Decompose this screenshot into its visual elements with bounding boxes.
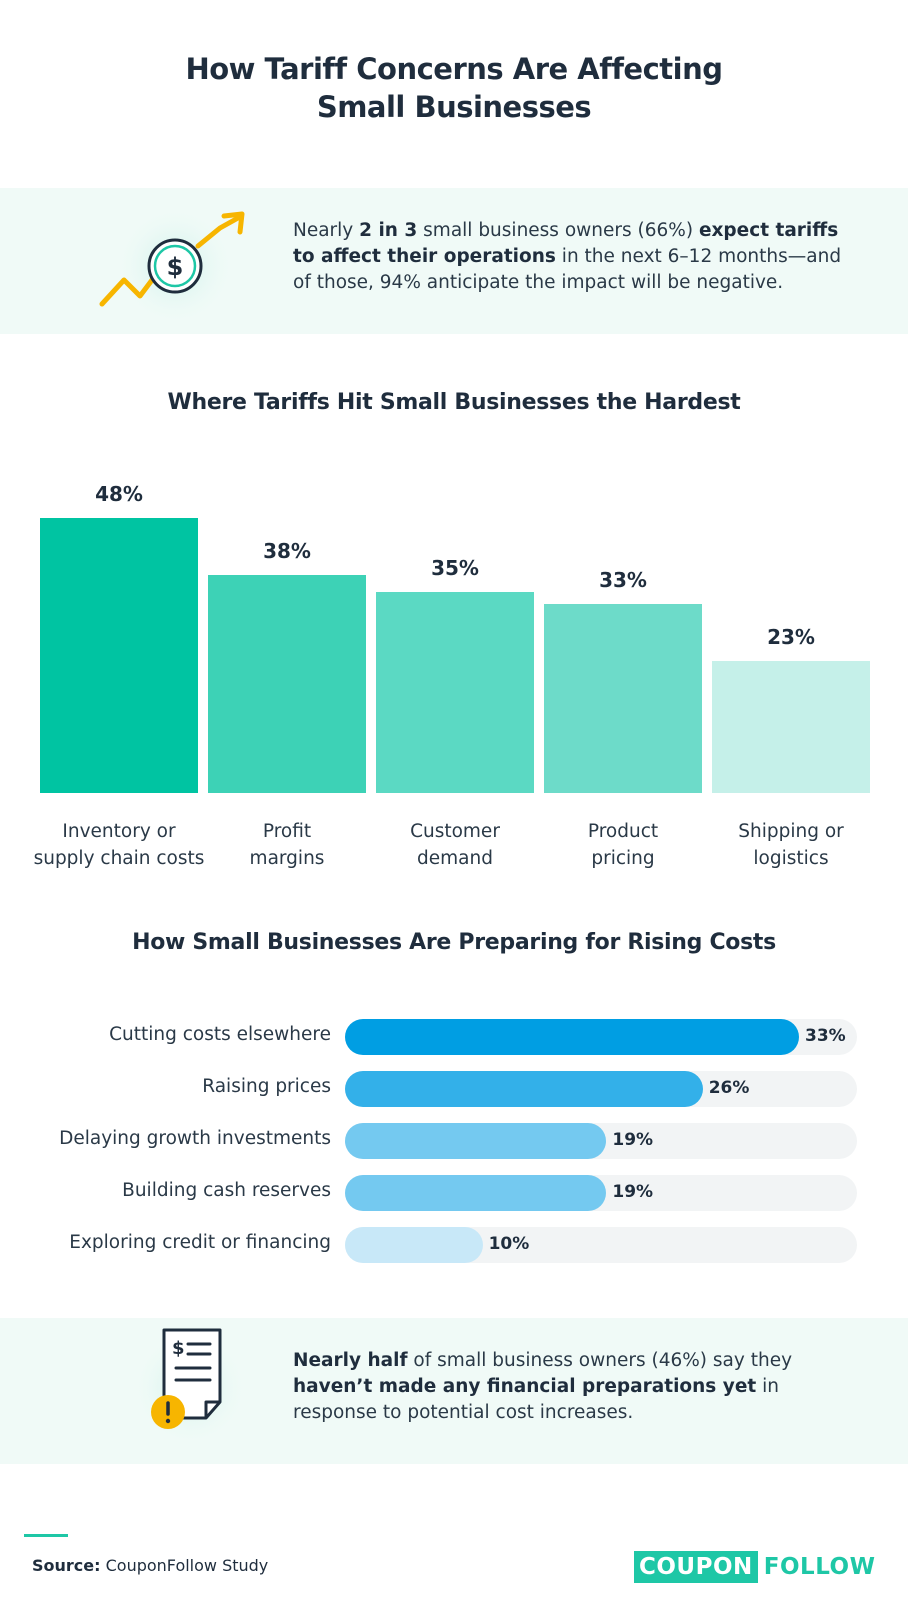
source-label: Source: (32, 1556, 101, 1575)
bar-value-label: 48% (95, 482, 143, 506)
hbar-5 (345, 1227, 483, 1263)
bottom-callout-part: in response to potential cost increases. (293, 1376, 779, 1423)
category-label-line: Inventory or (62, 821, 176, 842)
bar-3 (376, 592, 534, 793)
top-callout-emphasis: 2 in 3 (359, 220, 418, 241)
bar-category-label: Profit margins (198, 818, 376, 872)
hbar-category-label: Building cash reserves (122, 1180, 331, 1201)
category-label-line: Customer (410, 821, 500, 842)
hbar-value-label: 19% (612, 1130, 654, 1150)
category-label-line: Profit (262, 821, 312, 842)
logo-part-1: COUPON (634, 1551, 758, 1583)
bar-value-label: 33% (599, 567, 647, 592)
bottom-callout-text: Nearly half of small business owners (46… (293, 1348, 833, 1426)
category-label-line: supply chain costs (33, 848, 205, 869)
rising-dollar-icon: $ (99, 206, 245, 326)
category-label-line: demand (417, 848, 493, 869)
bottom-callout-emphasis: haven’t made any financial preparations … (293, 1376, 757, 1397)
hbar-value-label: 26% (708, 1078, 750, 1098)
hbar-3 (345, 1123, 607, 1159)
hbar-value-label: 10% (488, 1234, 530, 1254)
bar-2 (208, 575, 366, 793)
top-callout-part: Nearly (293, 220, 360, 241)
svg-text:$: $ (172, 1338, 185, 1359)
hbar-value-label: 33% (805, 1026, 846, 1046)
hbar-category-label: Raising prices (202, 1076, 331, 1097)
bar-category-label: Shipping or logistics (702, 818, 880, 872)
top-callout-text: Nearly 2 in 3 small business owners (66%… (293, 218, 863, 296)
hbar-category-label: Exploring credit or financing (69, 1232, 331, 1253)
title-line-1: How Tariff Concerns Are Affecting (185, 52, 723, 86)
source-note: Source: CouponFollow Study (32, 1556, 268, 1575)
category-label-line: margins (249, 848, 325, 869)
hbar-4 (345, 1175, 607, 1211)
svg-text:$: $ (167, 253, 184, 281)
bar-category-label: Product pricing (534, 818, 712, 872)
top-callout-part: small business owners (66%) (417, 220, 699, 241)
top-callout-band: $ Nearly 2 in 3 small business owners (6… (0, 188, 908, 334)
bar-value-label: 35% (431, 556, 479, 581)
bottom-callout-band: $ Nearly half of small business owners (… (0, 1318, 908, 1464)
title-line-2: Small Businesses (316, 90, 592, 124)
bar-4 (544, 603, 702, 793)
bottom-callout-part: of small business owners (46%) say they (407, 1350, 793, 1371)
page-title: How Tariff Concerns Are Affecting Small … (0, 50, 908, 126)
hbar-chart-title: How Small Businesses Are Preparing for R… (132, 930, 776, 955)
couponfollow-logo: COUPON FOLLOW (634, 1550, 875, 1584)
bar-category-label: Customer demand (366, 818, 544, 872)
hbar-value-label: 19% (612, 1182, 654, 1202)
bar-value-label: 38% (263, 539, 311, 564)
category-label-line: Product (587, 821, 659, 842)
category-label-line: Shipping or (738, 821, 844, 842)
bar-chart-title: Where Tariffs Hit Small Businesses the H… (167, 390, 741, 415)
bar-category-label: Inventory or supply chain costs (30, 818, 208, 872)
top-callout-emphasis: expect tariffs to affect their operation… (293, 220, 839, 267)
source-accent-line (24, 1534, 68, 1537)
bottom-callout-emphasis: Nearly half (293, 1350, 408, 1371)
hbar-1 (345, 1019, 799, 1055)
bar-1 (40, 518, 198, 793)
hbar-category-label: Delaying growth investments (59, 1128, 331, 1149)
hbar-2 (345, 1071, 703, 1107)
hbar-category-label: Cutting costs elsewhere (109, 1024, 331, 1045)
category-label-line: logistics (753, 848, 829, 869)
bar-5 (712, 661, 870, 793)
source-text: CouponFollow Study (100, 1556, 269, 1575)
logo-part-2: FOLLOW (763, 1554, 876, 1580)
document-warning-icon: $ (132, 1328, 248, 1446)
top-callout-part: in the next 6–12 months—and of those, 94… (293, 246, 842, 293)
category-label-line: pricing (591, 848, 655, 869)
bar-value-label: 23% (767, 625, 815, 650)
